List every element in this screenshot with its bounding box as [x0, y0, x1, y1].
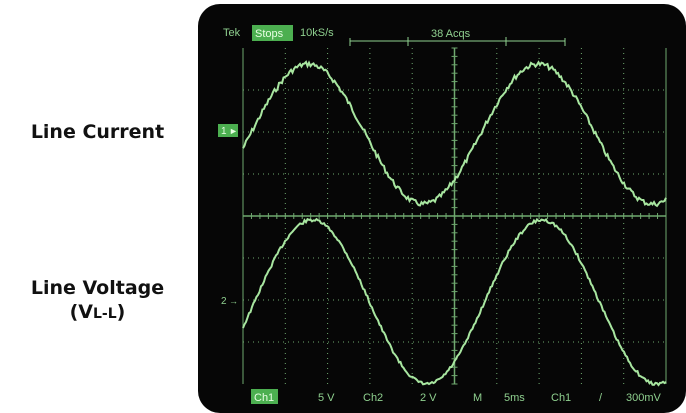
- ch2-marker-arrow-icon: →: [229, 296, 238, 306]
- trigger-level-text: 300mV: [626, 392, 662, 404]
- ch2-label: Ch2: [363, 392, 383, 404]
- run-state-text: Stops: [255, 28, 284, 40]
- ch1-label: Ch1: [254, 392, 274, 404]
- mode-text: M: [473, 392, 482, 404]
- trigger-slope-icon: /: [599, 392, 603, 404]
- ch1-scale: 5 V: [318, 392, 335, 404]
- sample-rate-text: 10kS/s: [300, 27, 334, 39]
- oscilloscope-display: Tek Stops 10kS/s 38 Acqs 1 ► 2 → Ch1 5 V…: [218, 25, 667, 404]
- run-state-highlight: [252, 25, 293, 41]
- timebase-text: 5ms: [504, 392, 525, 404]
- brand-text: Tek: [223, 27, 241, 39]
- ch1-marker: [218, 124, 238, 137]
- graticule: [242, 47, 667, 385]
- ch2-scale: 2 V: [420, 392, 437, 404]
- ch2-marker-text: 2: [221, 296, 227, 307]
- line-current-trace: [242, 60, 667, 208]
- ch1-scale-highlight: [251, 389, 278, 404]
- acquisitions-text: 38 Acqs: [431, 28, 471, 40]
- line-voltage-label: Line Voltage (VL-L): [0, 276, 195, 326]
- acqs-bg: [423, 28, 493, 40]
- ch1-marker-arrow-icon: ►: [229, 126, 238, 136]
- line-voltage-title: Line Voltage: [30, 277, 165, 299]
- line-voltage-trace: [242, 217, 667, 387]
- acquisition-bracket: [349, 37, 566, 46]
- trigger-source-text: Ch1: [551, 392, 571, 404]
- oscilloscope-screen: Tek Stops 10kS/s 38 Acqs 1 ► 2 → Ch1 5 V…: [198, 4, 686, 413]
- ch1-marker-text: 1: [221, 126, 227, 137]
- line-current-label: Line Current: [30, 121, 165, 143]
- line-voltage-subtitle: (VL-L): [69, 301, 126, 323]
